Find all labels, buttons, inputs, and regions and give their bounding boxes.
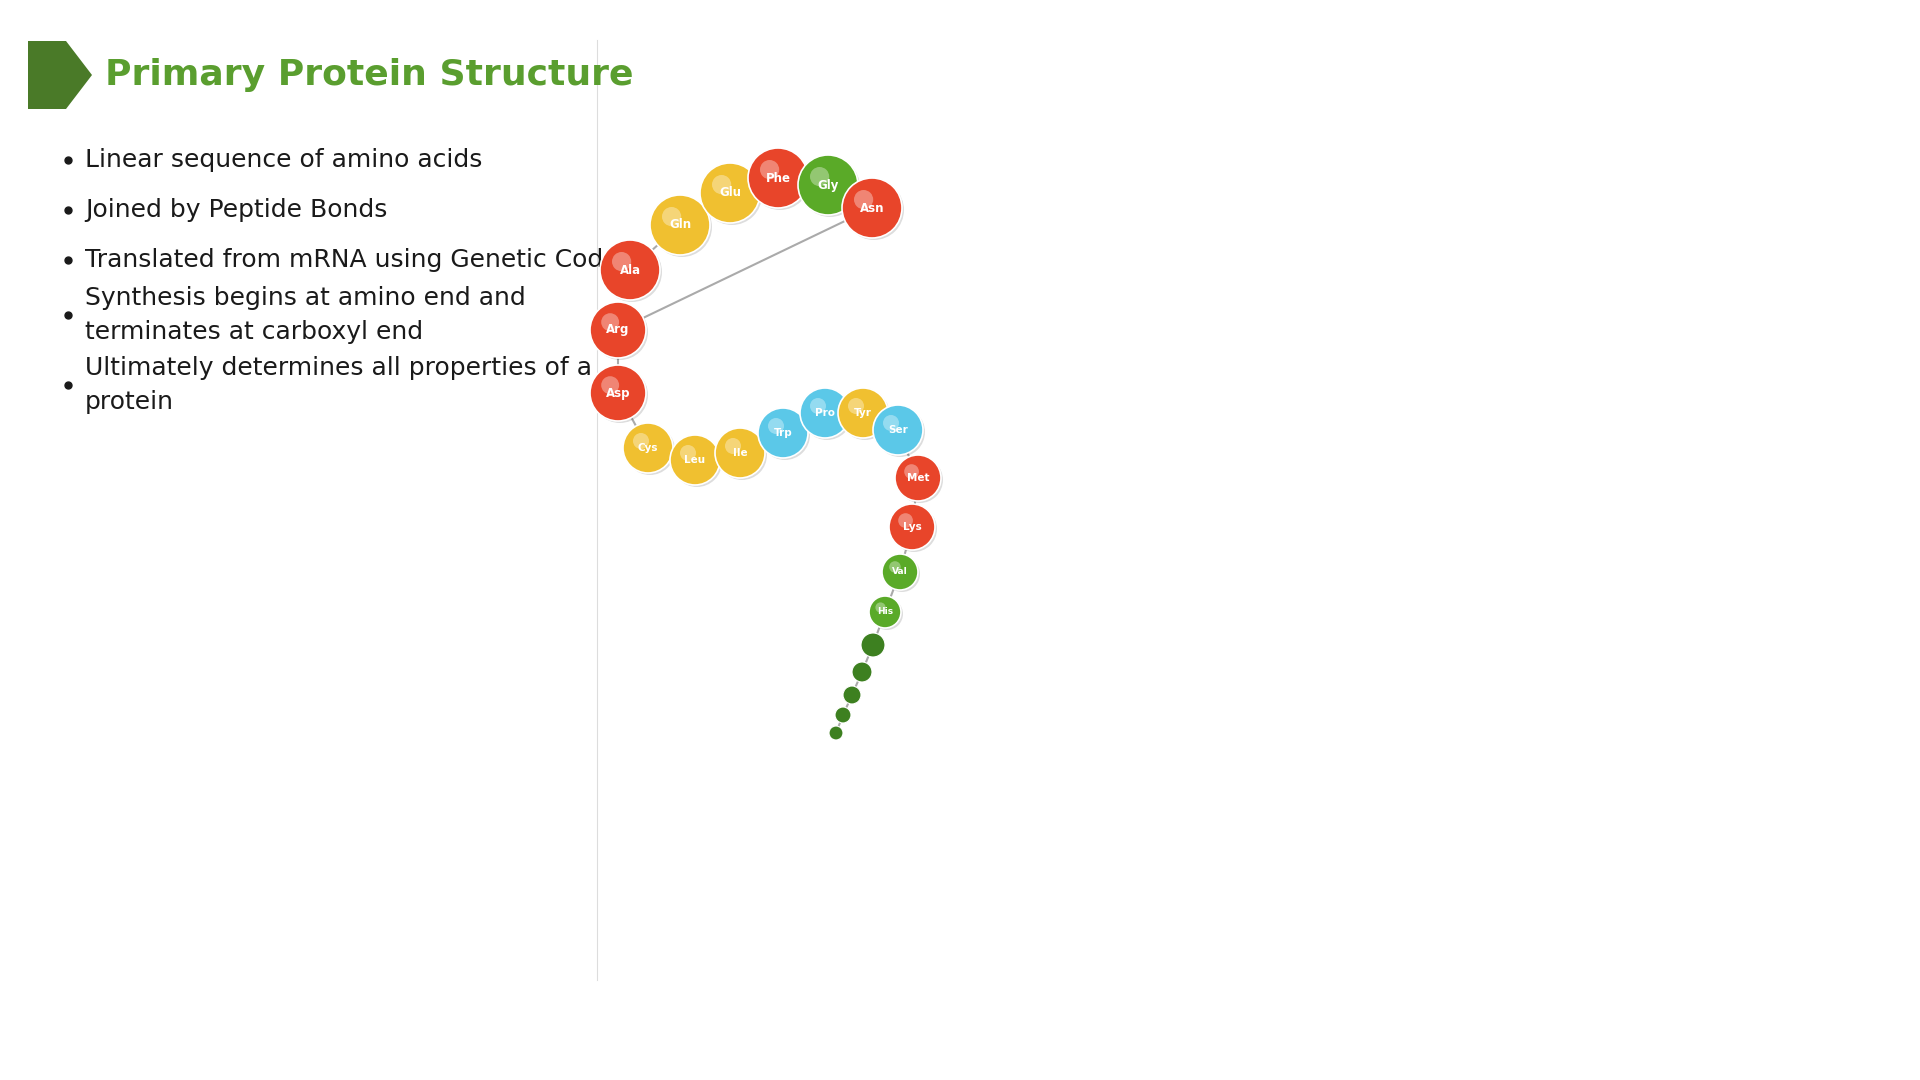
- Circle shape: [589, 302, 645, 357]
- Circle shape: [889, 562, 900, 572]
- Circle shape: [603, 242, 662, 302]
- Circle shape: [703, 165, 762, 225]
- Circle shape: [895, 455, 941, 501]
- Circle shape: [799, 156, 858, 215]
- Circle shape: [591, 303, 649, 360]
- Circle shape: [891, 507, 937, 552]
- Text: Ile: Ile: [733, 448, 747, 458]
- Circle shape: [860, 633, 885, 657]
- Text: Pro: Pro: [814, 408, 835, 418]
- Circle shape: [872, 598, 902, 630]
- Circle shape: [712, 175, 732, 194]
- Circle shape: [714, 428, 764, 478]
- Text: Joined by Peptide Bonds: Joined by Peptide Bonds: [84, 198, 388, 222]
- Circle shape: [897, 457, 943, 503]
- Circle shape: [701, 163, 760, 222]
- Circle shape: [651, 195, 710, 255]
- Text: Gly: Gly: [818, 178, 839, 191]
- Circle shape: [622, 423, 674, 473]
- Text: Glu: Glu: [718, 187, 741, 200]
- Circle shape: [870, 596, 900, 627]
- Circle shape: [904, 464, 920, 478]
- Text: Ultimately determines all properties of a
protein: Ultimately determines all properties of …: [84, 356, 591, 414]
- Circle shape: [801, 388, 851, 438]
- Circle shape: [889, 504, 935, 550]
- Circle shape: [803, 390, 852, 440]
- Text: Ala: Ala: [620, 264, 641, 276]
- Circle shape: [883, 415, 899, 431]
- Text: Primary Protein Structure: Primary Protein Structure: [106, 58, 634, 92]
- Circle shape: [876, 407, 925, 457]
- Circle shape: [801, 157, 860, 217]
- Circle shape: [726, 438, 741, 454]
- Circle shape: [881, 554, 918, 590]
- Circle shape: [589, 365, 645, 421]
- Text: Tyr: Tyr: [854, 408, 872, 418]
- Circle shape: [883, 556, 920, 592]
- Text: Gln: Gln: [668, 218, 691, 231]
- Circle shape: [653, 197, 712, 257]
- Text: Leu: Leu: [684, 455, 705, 465]
- Text: Phe: Phe: [766, 172, 791, 185]
- Text: Asn: Asn: [860, 202, 885, 215]
- Text: Asp: Asp: [605, 387, 630, 400]
- Text: Translated from mRNA using Genetic Code: Translated from mRNA using Genetic Code: [84, 248, 618, 272]
- Circle shape: [591, 367, 649, 423]
- Circle shape: [751, 150, 810, 210]
- Circle shape: [768, 418, 783, 434]
- Circle shape: [810, 399, 826, 414]
- Text: Trp: Trp: [774, 428, 793, 438]
- Circle shape: [601, 313, 618, 332]
- Circle shape: [876, 603, 885, 612]
- Circle shape: [845, 180, 904, 240]
- Circle shape: [843, 686, 860, 704]
- Circle shape: [612, 252, 632, 271]
- Text: Val: Val: [893, 567, 908, 577]
- Circle shape: [843, 178, 902, 238]
- Circle shape: [760, 160, 780, 179]
- Polygon shape: [29, 41, 92, 109]
- Circle shape: [874, 405, 924, 455]
- Circle shape: [852, 662, 872, 681]
- Circle shape: [854, 190, 874, 210]
- Circle shape: [758, 408, 808, 458]
- Circle shape: [626, 426, 676, 475]
- Circle shape: [680, 445, 695, 461]
- Text: Arg: Arg: [607, 324, 630, 337]
- Text: Ser: Ser: [889, 426, 908, 435]
- Circle shape: [760, 410, 810, 460]
- Circle shape: [599, 240, 660, 300]
- Text: Cys: Cys: [637, 443, 659, 453]
- Text: Linear sequence of amino acids: Linear sequence of amino acids: [84, 148, 482, 172]
- Circle shape: [829, 726, 843, 740]
- Text: Synthesis begins at amino end and
terminates at carboxyl end: Synthesis begins at amino end and termin…: [84, 286, 526, 343]
- Text: His: His: [877, 607, 893, 617]
- Circle shape: [634, 433, 649, 449]
- Circle shape: [749, 148, 808, 208]
- Text: Met: Met: [906, 473, 929, 483]
- Circle shape: [841, 390, 891, 440]
- Circle shape: [662, 207, 682, 226]
- Circle shape: [601, 376, 618, 394]
- Text: Lys: Lys: [902, 522, 922, 532]
- Circle shape: [835, 707, 851, 723]
- Circle shape: [672, 437, 722, 487]
- Circle shape: [899, 513, 912, 528]
- Circle shape: [810, 167, 829, 186]
- Circle shape: [670, 435, 720, 485]
- Circle shape: [849, 399, 864, 414]
- Circle shape: [837, 388, 887, 438]
- Circle shape: [716, 430, 766, 480]
